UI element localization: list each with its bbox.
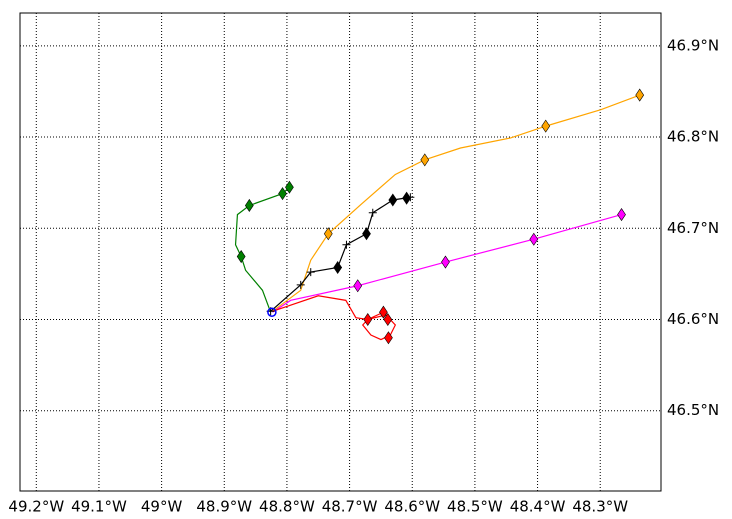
x-tick-label: 48.5°W: [447, 498, 503, 516]
track-line: [272, 214, 622, 313]
diamond-marker: [379, 305, 388, 319]
track-line: [272, 94, 640, 312]
x-tick-label: 48.8°W: [259, 498, 315, 516]
diamond-marker: [353, 279, 363, 293]
x-tick-label: 48.3°W: [572, 498, 628, 516]
y-tick-label: 46.7°N: [667, 219, 719, 237]
diamond-marker: [236, 250, 246, 264]
diamond-marker: [388, 193, 398, 207]
diamond-marker: [244, 198, 254, 213]
plot-frame: [19, 12, 662, 492]
diamond-marker: [363, 312, 373, 327]
diamond-marker: [384, 331, 393, 345]
diamond-marker: [441, 255, 450, 269]
x-tick-label: 48.7°W: [322, 498, 378, 516]
x-tick-label: 48.9°W: [196, 498, 252, 516]
track-line: [234, 186, 290, 313]
diamond-marker: [541, 119, 551, 133]
track-line: [270, 196, 411, 312]
diamond-marker: [402, 191, 411, 205]
y-tick-label: 46.8°N: [667, 128, 719, 146]
x-tick-label: 49.1°W: [71, 498, 127, 516]
plus-marker: [368, 208, 377, 217]
diamond-marker: [323, 227, 333, 241]
plus-marker: [342, 240, 351, 249]
y-tick-label: 46.9°N: [667, 36, 719, 54]
diamond-marker: [420, 153, 430, 167]
diamond-marker: [529, 232, 539, 246]
track-line: [272, 295, 397, 341]
diamond-marker: [362, 227, 371, 241]
diamond-marker: [278, 187, 287, 201]
diamond-marker: [333, 260, 343, 275]
diamond-marker: [617, 208, 626, 222]
plus-marker: [296, 280, 305, 289]
diamond-marker: [285, 180, 294, 194]
x-tick-label: 48.6°W: [384, 498, 440, 516]
y-tick-label: 46.6°N: [667, 310, 719, 328]
x-tick-label: 49.2°W: [8, 498, 64, 516]
start-marker: [267, 307, 277, 317]
plus-marker: [306, 268, 315, 277]
diamond-marker: [383, 312, 393, 327]
x-tick-label: 48.4°W: [510, 498, 566, 516]
diamond-marker: [635, 88, 645, 102]
y-tick-label: 46.5°N: [667, 401, 719, 419]
x-tick-label: 49°W: [141, 498, 183, 516]
